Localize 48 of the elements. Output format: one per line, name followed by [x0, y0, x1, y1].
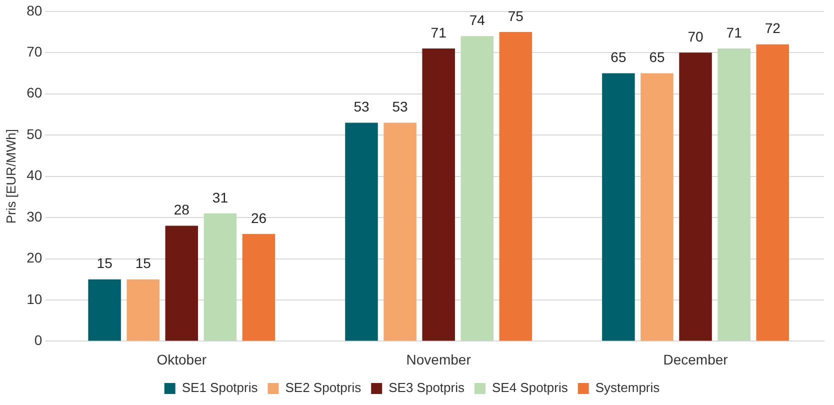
- y-tick-label: 40: [26, 167, 42, 184]
- y-tick-label: 20: [26, 250, 42, 266]
- data-label: 15: [135, 255, 152, 272]
- bar: [640, 73, 674, 341]
- y-tick-label: 0: [34, 332, 42, 348]
- legend-label: SE3 Spotpris: [388, 380, 465, 396]
- data-label: 15: [96, 255, 113, 272]
- bar: [242, 234, 276, 341]
- data-label: 74: [469, 12, 486, 28]
- y-tick-label: 80: [26, 2, 42, 18]
- data-label: 65: [649, 49, 665, 66]
- data-label: 65: [610, 49, 626, 66]
- bar: [718, 48, 750, 341]
- data-label: 28: [174, 202, 190, 218]
- x-tick-label: November: [406, 351, 472, 368]
- data-label: 26: [250, 210, 267, 226]
- x-tick-label: Oktober: [156, 351, 207, 368]
- y-tick-label: 60: [26, 84, 42, 101]
- data-label: 71: [430, 24, 447, 40]
- y-tick-label: 70: [26, 43, 42, 60]
- bar: [126, 279, 160, 341]
- data-label: 72: [764, 20, 781, 36]
- bar: [422, 48, 455, 341]
- legend-label: SE2 Spotpris: [285, 380, 362, 396]
- bar: [384, 122, 416, 341]
- bar: [345, 122, 378, 341]
- bar: [88, 279, 121, 341]
- y-tick-label: 30: [26, 208, 42, 224]
- y-tick-label: 10: [26, 290, 42, 307]
- data-label: 31: [212, 189, 228, 206]
- bar: [165, 226, 198, 341]
- legend-label: Systempris: [595, 380, 660, 396]
- bar: [602, 73, 635, 341]
- y-axis-title: Pris [EUR/MWh]: [3, 128, 18, 224]
- x-tick-label: December: [663, 351, 728, 368]
- bar: [756, 44, 789, 341]
- bar: [460, 36, 494, 341]
- bar: [499, 32, 532, 341]
- y-tick-label: 50: [26, 126, 42, 142]
- bar: [679, 52, 712, 341]
- legend-label: SE1 Spotpris: [182, 380, 258, 396]
- data-label: 75: [508, 8, 524, 24]
- data-label: 71: [726, 24, 742, 40]
- data-label: 53: [392, 98, 408, 115]
- legend-label: SE4 Spotpris: [492, 380, 568, 396]
- bar: [204, 213, 237, 341]
- data-label: 70: [688, 28, 704, 44]
- data-label: 53: [354, 98, 370, 115]
